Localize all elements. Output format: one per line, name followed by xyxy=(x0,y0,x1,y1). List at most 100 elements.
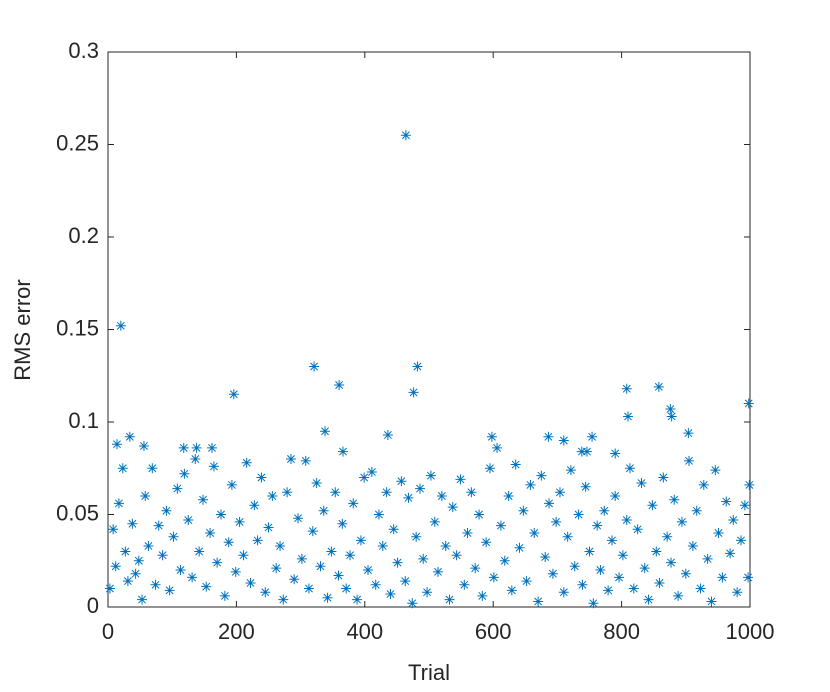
x-tick-label: 0 xyxy=(102,619,114,644)
scatter-point xyxy=(455,474,466,485)
scatter-point xyxy=(558,587,569,598)
x-tick-label: 600 xyxy=(475,619,512,644)
scatter-point xyxy=(536,470,547,481)
y-tick-label: 0.15 xyxy=(56,315,99,340)
x-tick-label: 1000 xyxy=(726,619,775,644)
scatter-point xyxy=(666,557,677,568)
scatter-point xyxy=(743,572,754,583)
scatter-point xyxy=(392,557,403,568)
scatter-point xyxy=(684,455,695,466)
scatter-point xyxy=(179,468,190,479)
scatter-point xyxy=(739,500,750,511)
scatter-point xyxy=(474,509,485,520)
scatter-point xyxy=(104,583,115,594)
scatter-point xyxy=(584,546,595,557)
scatter-point xyxy=(525,479,536,490)
scatter-point xyxy=(337,446,348,457)
scatter-point xyxy=(205,528,216,538)
x-tick-label: 400 xyxy=(346,619,383,644)
scatter-point xyxy=(238,550,249,561)
scatter-point xyxy=(447,502,458,513)
scatter-point xyxy=(543,431,554,442)
scatter-point xyxy=(488,572,499,583)
scatter-point xyxy=(418,553,429,564)
scatter-point xyxy=(706,596,717,607)
scatter-point xyxy=(621,383,632,394)
scatter-point xyxy=(208,461,219,472)
scatter-point xyxy=(285,454,296,464)
scatter-point xyxy=(400,576,411,587)
scatter-point xyxy=(495,520,506,531)
scatter-point xyxy=(565,465,576,476)
scatter-point xyxy=(643,594,654,605)
scatter-point xyxy=(275,540,286,551)
scatter-point xyxy=(533,596,544,607)
scatter-point xyxy=(311,478,322,489)
scatter-point xyxy=(514,542,525,553)
scatter-point xyxy=(695,583,706,594)
scatter-point xyxy=(744,479,755,490)
scatter-point xyxy=(717,572,728,583)
scatter-point xyxy=(207,442,218,453)
scatter-point xyxy=(603,585,614,596)
scatter-point xyxy=(610,491,621,501)
scatter-point xyxy=(484,463,495,474)
scatter-point xyxy=(587,431,598,442)
scatter-point xyxy=(168,531,179,542)
scatter-point xyxy=(140,491,151,501)
scatter-point xyxy=(153,520,164,531)
scatter-point xyxy=(415,483,426,494)
scatter-point xyxy=(381,487,392,498)
scatter-point xyxy=(150,579,161,590)
scatter-point xyxy=(333,570,344,581)
scatter-point xyxy=(623,411,634,422)
scatter-point xyxy=(187,572,198,583)
scatter-point xyxy=(341,583,352,594)
scatter-point xyxy=(348,498,359,509)
scatter-point xyxy=(466,487,477,498)
scatter-point xyxy=(388,524,399,535)
scatter-point xyxy=(223,537,234,548)
scatter-point xyxy=(120,546,131,557)
scatter-point xyxy=(164,585,175,596)
x-tick-label: 800 xyxy=(603,619,640,644)
scatter-point xyxy=(147,463,158,474)
scatter-point xyxy=(503,491,514,501)
scatter-point xyxy=(296,553,307,564)
scatter-point xyxy=(326,546,337,557)
scatter-point xyxy=(282,487,293,498)
scatter-point xyxy=(271,563,282,574)
scatter-point xyxy=(352,594,363,605)
scatter-point xyxy=(133,555,144,566)
scatter-point xyxy=(470,563,481,574)
scatter-point xyxy=(576,446,587,457)
scatter-point xyxy=(728,515,739,526)
scatter-point xyxy=(732,587,743,598)
scatter-point xyxy=(345,550,356,561)
scatter-point xyxy=(408,387,419,398)
scatter-point xyxy=(477,590,488,601)
scatter-point xyxy=(252,535,263,546)
scatter-point xyxy=(183,515,194,526)
y-tick-label: 0.25 xyxy=(56,130,99,155)
scatter-point xyxy=(639,563,650,574)
scatter-point xyxy=(573,509,584,520)
scatter-point xyxy=(373,509,384,520)
scatter-point xyxy=(451,550,462,561)
scatter-point xyxy=(599,505,610,516)
scatter-point xyxy=(115,320,126,331)
scatter-point xyxy=(111,439,122,450)
scatter-point xyxy=(632,524,643,535)
scatter-point xyxy=(422,587,433,598)
scatter-point xyxy=(580,481,591,492)
scatter-point xyxy=(122,576,133,587)
scatter-point xyxy=(315,561,326,572)
scatter-point xyxy=(226,479,237,490)
scatter-point xyxy=(651,546,662,557)
scatter-point xyxy=(743,398,754,409)
scatter-point xyxy=(300,455,311,466)
scatter-point xyxy=(459,579,470,590)
scatter-point xyxy=(562,531,573,542)
scatter-point xyxy=(230,566,241,577)
